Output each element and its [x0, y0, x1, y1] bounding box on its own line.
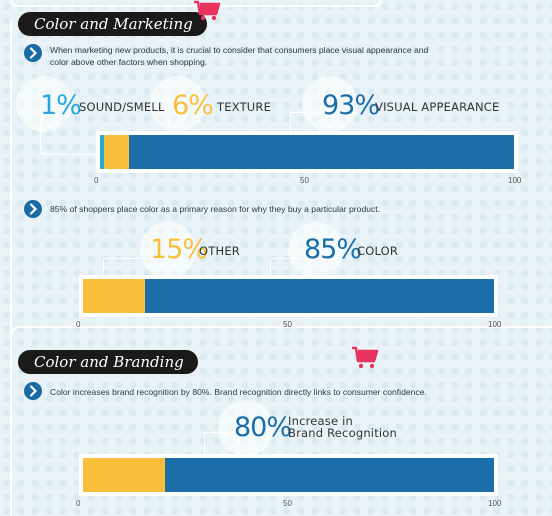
shopping-cart-icon [352, 346, 379, 369]
chart1-tick-50: 50 [300, 176, 309, 185]
chart3-label-brand-line2: Brand Recognition [288, 426, 398, 440]
chart2-label-color: COLOR [357, 244, 399, 258]
connector-line [40, 120, 101, 155]
label-halo [288, 222, 344, 278]
chevron-right-icon [24, 200, 42, 218]
chart2-segment-1 [144, 279, 494, 313]
label-halo [218, 400, 274, 456]
chart1-bar [96, 131, 518, 173]
chart3-segment-1 [165, 458, 494, 492]
chart1-segment-2 [128, 135, 514, 169]
marketing-description-2: 85% of shoppers place color as a primary… [50, 204, 381, 214]
label-halo [150, 76, 206, 132]
chart2-pct-color: 85% [304, 234, 362, 265]
connector-line [270, 258, 301, 277]
chart2-segment-0 [83, 279, 145, 313]
section-title-branding: Color and Branding [18, 350, 198, 374]
chart2-label-other: OTHER [199, 244, 240, 258]
chart3-segment-0 [83, 458, 166, 492]
marketing-description-1: When marketing new products, it is cruci… [50, 45, 429, 67]
connector-line [10, 346, 12, 516]
chart3-bar [79, 454, 498, 496]
connector-line [204, 432, 231, 457]
chart3-pct-brand: 80% [234, 412, 292, 443]
connector-line [10, 20, 12, 342]
chart1-segment-1 [104, 135, 129, 169]
chart1-tick-0: 0 [94, 176, 99, 185]
section-title-text: Color and Branding [34, 353, 184, 371]
chart1-pct-sound-smell: 1% [40, 90, 82, 121]
shopping-cart-icon [194, 0, 221, 21]
chart1-label-visual: VISUAL APPEARANCE [375, 100, 500, 114]
branding-description-1: Color increases brand recognition by 80%… [50, 387, 427, 397]
connector-line [10, 326, 552, 348]
connector-line [290, 112, 321, 133]
chart1-segment-0 [100, 135, 105, 169]
chart3-label-brand-line1: Increase in [288, 414, 354, 428]
chart1-label-texture: TEXTURE [217, 100, 272, 114]
connector-line [103, 258, 148, 277]
chevron-right-icon [24, 382, 42, 400]
chart2-pct-other: 15% [150, 234, 208, 265]
chart3-tick-100: 100 [488, 499, 502, 508]
section-title-text: Color and Marketing [34, 15, 193, 33]
label-halo [140, 222, 196, 278]
chart2-tick-100: 100 [488, 320, 502, 329]
section-title-marketing: Color and Marketing [18, 12, 207, 36]
chart2-bar [79, 275, 498, 317]
chart3-tick-50: 50 [283, 499, 292, 508]
chart3-tick-0: 0 [76, 499, 81, 508]
label-halo [302, 76, 358, 132]
chart1-pct-visual: 93% [322, 90, 380, 121]
chart1-label-sound-smell: SOUND/SMELL [79, 100, 165, 114]
chart1-tick-100: 100 [508, 176, 522, 185]
chart2-tick-0: 0 [76, 320, 81, 329]
chart1-pct-texture: 6% [172, 90, 214, 121]
chart2-tick-50: 50 [283, 320, 292, 329]
chevron-right-icon [24, 44, 42, 62]
